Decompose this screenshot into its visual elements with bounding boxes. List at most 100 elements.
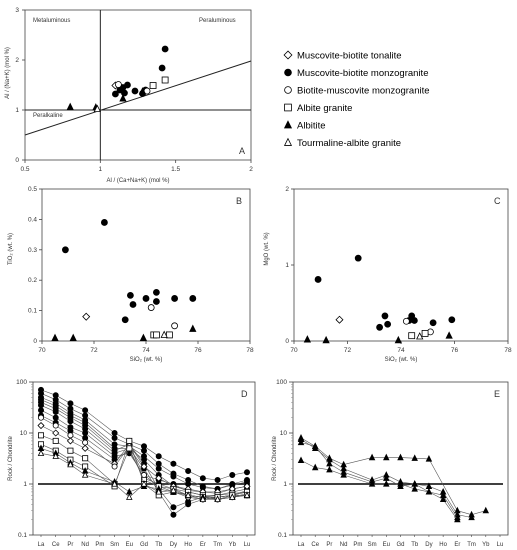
data-point [161, 76, 169, 84]
legend-marker [284, 86, 292, 94]
data-point [394, 335, 402, 344]
data-point [62, 246, 69, 254]
data-point [303, 335, 312, 343]
x-tick-label: Tb [155, 542, 163, 548]
x-tick-label: La [38, 542, 45, 548]
y-axis-label: MgO (wt. %) [264, 232, 270, 265]
reference-line [24, 60, 252, 136]
data-point [311, 463, 319, 471]
data-point [155, 453, 162, 460]
data-point [368, 480, 376, 487]
data-point [161, 45, 169, 53]
data-point [138, 87, 147, 95]
region-label-metaluminous: Metaluminous [33, 18, 70, 24]
data-point [199, 495, 207, 502]
data-point [67, 432, 74, 439]
x-tick-label: Nd [340, 542, 348, 548]
legend-entry: Biotite-muscovite monzogranite [297, 86, 430, 97]
data-point [82, 439, 89, 446]
panel-frame [41, 188, 251, 342]
data-point [421, 329, 429, 337]
x-axis-label: Al / (Ca+Na+K) (mol %) [106, 178, 169, 184]
x-tick-label: Er [200, 542, 206, 548]
data-point [354, 254, 362, 262]
data-point [155, 474, 163, 482]
data-point [152, 288, 160, 296]
y-tick-label: 1 [283, 481, 287, 488]
y-tick-label: 10 [280, 430, 288, 437]
data-point [93, 104, 101, 112]
data-point [81, 471, 89, 478]
series-line [300, 460, 458, 520]
x-tick-label: Ho [439, 542, 447, 548]
data-point [149, 82, 157, 89]
data-point [51, 333, 59, 341]
data-point [111, 434, 118, 441]
y-axis-label: Rock / Chondrite [272, 435, 278, 480]
x-tick-label: 76 [451, 347, 459, 354]
panel-a-frame [24, 9, 252, 161]
x-tick-label: Lu [497, 542, 504, 548]
data-point [37, 449, 45, 456]
data-point [402, 317, 410, 325]
data-point [52, 414, 59, 421]
x-tick-label: Sm [368, 542, 377, 548]
panel-label: E [494, 389, 500, 399]
x-tick-label: Pr [326, 542, 332, 548]
x-tick-label: 78 [504, 347, 512, 354]
x-tick-label: Ce [52, 542, 60, 548]
data-point [52, 429, 60, 437]
panel-frame [293, 188, 509, 342]
data-point [139, 333, 148, 341]
data-point [170, 460, 177, 467]
y-tick-label: 100 [276, 379, 287, 386]
data-point [129, 301, 137, 308]
x-tick-label: Ho [184, 542, 192, 548]
data-point [189, 295, 197, 302]
panel-b: 70 72 74 76 78 0 0.1 0.2 0.3 0.4 0.5 SiO₂ (wt. %) Ti… [8, 186, 254, 363]
x-tick-label: Lu [244, 542, 251, 548]
legend-entry: Albite granite [297, 103, 352, 114]
data-point [410, 317, 418, 324]
x-tick-label: 78 [246, 347, 254, 354]
data-point [383, 453, 390, 461]
legend-marker [283, 50, 293, 60]
data-point [67, 447, 74, 454]
data-point [155, 488, 162, 495]
data-point [112, 90, 119, 98]
data-point [445, 331, 453, 339]
data-point [170, 473, 177, 480]
x-tick-label: Ce [311, 542, 319, 548]
data-point [165, 331, 173, 339]
data-point [101, 219, 108, 226]
y-tick-label: 0.5 [28, 186, 37, 193]
series-line [300, 439, 472, 518]
data-point [121, 89, 128, 97]
x-tick-label: Gd [396, 542, 404, 548]
y-tick-label: 0 [15, 157, 19, 164]
data-point [340, 471, 347, 478]
data-point [158, 64, 166, 72]
y-tick-label: 0 [285, 338, 289, 345]
legend-entry: Tourmaline-albite granite [297, 138, 401, 149]
data-point [170, 511, 177, 518]
data-point [243, 491, 251, 498]
x-tick-label: Yb [482, 542, 490, 548]
data-point [155, 460, 162, 467]
y-tick-label: 2 [285, 186, 289, 193]
data-point [126, 291, 134, 299]
data-point [66, 437, 74, 445]
x-tick-label: Pm [95, 542, 104, 548]
data-point [184, 491, 192, 498]
data-point [185, 467, 192, 474]
data-point [439, 495, 447, 502]
data-point [397, 480, 404, 487]
panel-label: C [494, 196, 501, 206]
data-point [411, 454, 418, 461]
data-point [124, 81, 131, 89]
chart-panels: 0.5 1 1.5 2 0 1 2 3 Al / (Ca+Na+K) (mol %) Al / (… [5, 7, 512, 548]
panel-label: A [239, 146, 245, 156]
data-point [111, 429, 118, 436]
data-point [38, 407, 45, 414]
